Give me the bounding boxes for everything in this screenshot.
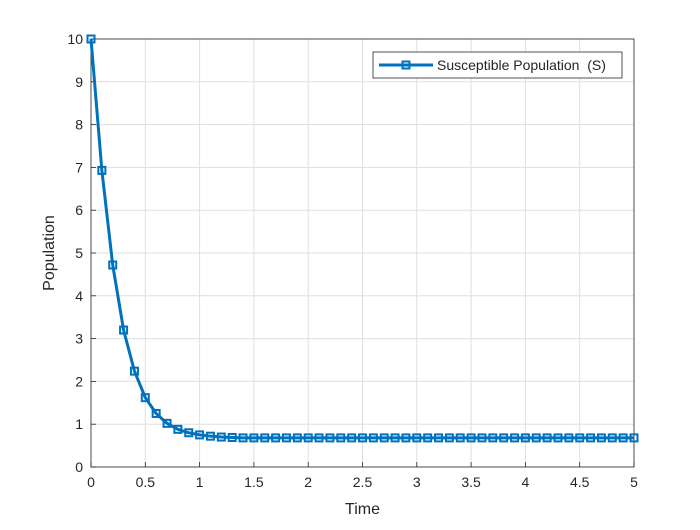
y-tick-label: 1	[75, 416, 83, 432]
x-tick-label: 3.5	[461, 474, 481, 490]
x-tick-label: 1.5	[244, 474, 264, 490]
data-point	[151, 409, 161, 418]
y-tick-label: 4	[75, 288, 83, 304]
data-point	[542, 433, 552, 443]
data-point	[336, 433, 346, 443]
data-point	[281, 433, 291, 443]
data-point	[195, 430, 205, 440]
x-tick-label: 3	[413, 474, 421, 490]
data-point	[586, 433, 596, 443]
axis-tick-labels: 0 0.5 1 1.5 2 2.5 3 3.5 4 4.5 5 0 1 2 3 4 5 6 7 8 9 10	[67, 31, 638, 490]
data-point	[520, 433, 530, 443]
data-point	[227, 432, 237, 442]
data-point	[86, 34, 96, 44]
data-point	[325, 433, 335, 443]
data-point	[129, 366, 139, 376]
y-tick-label: 3	[75, 331, 83, 347]
data-point	[205, 431, 215, 441]
data-point	[553, 433, 563, 443]
data-point	[260, 433, 270, 443]
data-point	[173, 424, 183, 434]
y-axis-label: Population	[41, 215, 58, 291]
y-tick-label: 0	[75, 459, 83, 475]
data-point	[271, 433, 281, 443]
x-tick-label: 0	[87, 474, 95, 490]
data-point	[358, 433, 367, 443]
y-tick-label: 10	[67, 31, 83, 47]
data-point	[596, 433, 606, 443]
data-point	[607, 433, 617, 443]
data-point	[368, 433, 378, 443]
data-point	[347, 433, 357, 443]
series	[86, 34, 639, 443]
data-point	[466, 433, 476, 443]
data-point	[162, 418, 172, 428]
data-point	[292, 433, 302, 443]
data-point	[564, 433, 574, 443]
data-point	[140, 393, 150, 403]
data-point	[423, 433, 433, 443]
data-point	[314, 433, 324, 443]
data-point	[434, 433, 444, 443]
y-tick-label: 2	[75, 373, 83, 389]
y-tick-label: 9	[75, 74, 83, 90]
y-tick-label: 7	[75, 159, 83, 175]
data-point	[510, 433, 520, 443]
y-tick-label: 6	[75, 202, 83, 218]
x-tick-label: 4	[522, 474, 530, 490]
data-point	[531, 433, 541, 443]
data-point	[455, 433, 465, 443]
data-point	[629, 433, 639, 443]
y-tick-label: 8	[75, 117, 83, 133]
data-point	[390, 433, 400, 443]
data-point	[379, 433, 389, 443]
x-tick-label: 2.5	[353, 474, 373, 490]
legend-marker-square	[401, 60, 411, 70]
x-tick-label: 0.5	[136, 474, 156, 490]
data-point	[412, 433, 422, 443]
data-point	[618, 433, 628, 443]
legend: Susceptible Population (S)	[372, 51, 623, 79]
data-point	[249, 433, 259, 443]
data-point	[575, 433, 585, 443]
x-tick-label: 1	[196, 474, 204, 490]
legend-entry-label: Susceptible Population (S)	[437, 57, 606, 73]
data-point	[303, 433, 313, 443]
grid	[90, 38, 635, 468]
data-point	[97, 165, 107, 175]
x-axis-label: Time	[345, 501, 380, 518]
data-point	[401, 433, 411, 443]
data-point	[119, 325, 129, 335]
x-tick-label: 2	[304, 474, 312, 490]
data-point	[477, 433, 487, 443]
data-point	[184, 428, 194, 438]
data-point	[488, 433, 498, 443]
y-tick-label: 5	[75, 245, 83, 261]
x-tick-label: 5	[630, 474, 638, 490]
data-point	[238, 433, 248, 443]
data-point	[108, 260, 118, 270]
x-tick-label: 4.5	[570, 474, 590, 490]
data-point	[216, 432, 226, 442]
data-point	[444, 433, 454, 443]
data-point	[499, 433, 509, 443]
